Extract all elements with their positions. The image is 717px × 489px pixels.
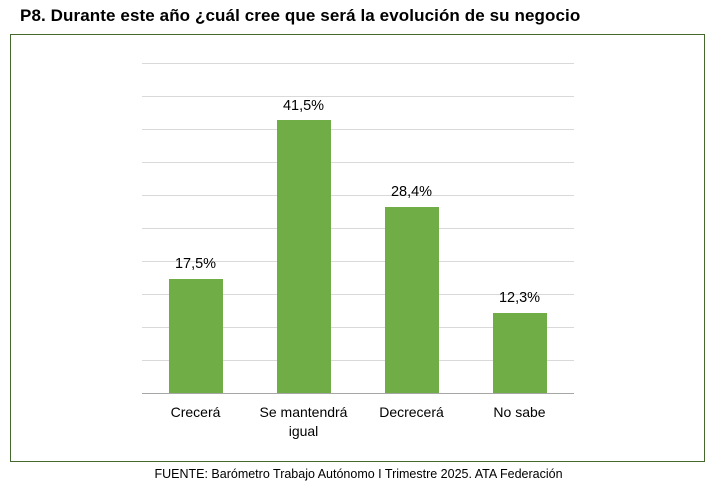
bar-slot: 17,5% — [142, 64, 250, 394]
bar-group: 17,5% 41,5% 28,4% 12,3% — [142, 64, 574, 394]
x-tick-label: Crecerá — [170, 404, 221, 420]
gridline — [141, 294, 574, 295]
chart-title: P8. Durante este año ¿cuál cree que será… — [20, 6, 581, 25]
bar-value-label: 12,3% — [498, 290, 541, 307]
bar — [276, 120, 331, 394]
bar-slot: 28,4% — [358, 64, 466, 394]
gridline — [141, 327, 574, 328]
plot-area: 17,5% 41,5% 28,4% 12,3% — [141, 63, 574, 394]
source-note: FUENTE: Barómetro Trabajo Autónomo I Tri… — [154, 467, 563, 481]
bar-value-label: 28,4% — [390, 184, 433, 201]
gridline — [141, 195, 574, 196]
bar — [168, 278, 223, 394]
gridline — [141, 96, 574, 97]
gridline — [141, 129, 574, 130]
gridline — [141, 162, 574, 163]
x-tick-label: Decrecerá — [379, 404, 444, 420]
bar-value-label: 17,5% — [174, 256, 217, 272]
bar-slot: 41,5% — [250, 64, 358, 394]
gridline — [141, 360, 574, 361]
bar-slot: 12,3% — [466, 64, 574, 394]
x-axis-line — [141, 393, 574, 394]
plot-wrap: 17,5% 41,5% 28,4% 12,3% Crecerá Se mantendrá… — [141, 63, 574, 441]
x-tick-label: No sabe — [493, 404, 546, 420]
gridline — [141, 228, 574, 229]
gridline — [141, 261, 574, 262]
bar — [492, 312, 547, 394]
x-tick-label: Se mantendrá igual — [259, 404, 348, 439]
chart-frame: 17,5% 41,5% 28,4% 12,3% Crecerá Se mantendrá… — [10, 34, 705, 462]
bar-value-label: 41,5% — [282, 97, 325, 114]
bar — [384, 206, 439, 394]
gridline — [141, 63, 574, 64]
x-axis-labels: Crecerá Se mantendrá igual Decrecerá No sab… — [142, 403, 574, 441]
